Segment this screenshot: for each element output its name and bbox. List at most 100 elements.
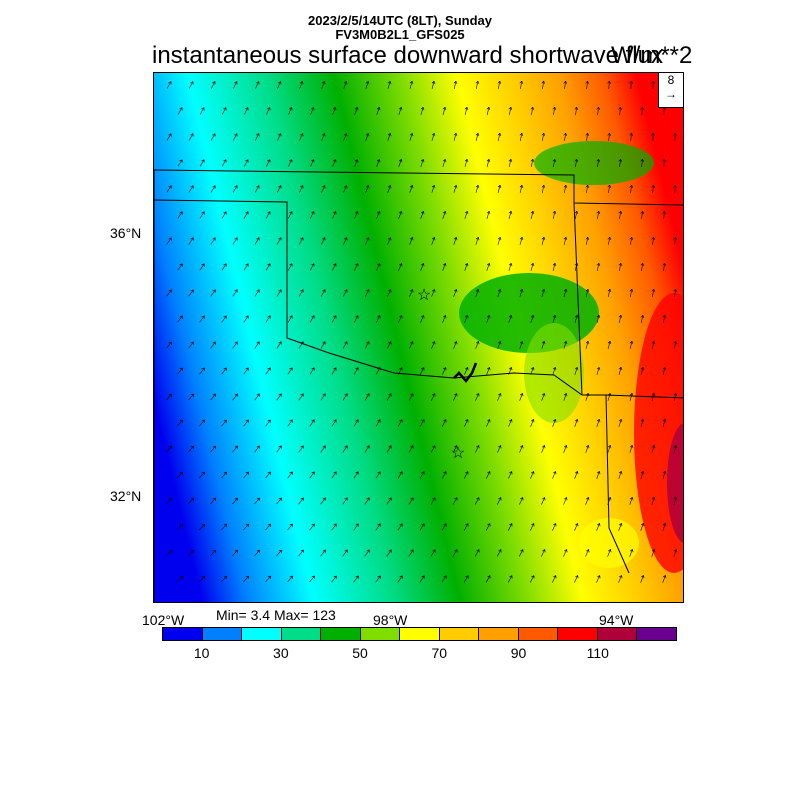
cloud-region — [524, 323, 584, 423]
wind-arrow — [376, 263, 381, 271]
wind-arrow — [353, 575, 359, 583]
colorbar-swatch — [558, 628, 598, 640]
wind-arrow — [563, 288, 568, 297]
wind-arrow — [398, 106, 403, 115]
wind-arrow — [210, 289, 216, 297]
wind-arrow — [453, 80, 458, 89]
wind-arrow — [508, 106, 513, 115]
wind-arrow — [177, 419, 184, 427]
wind-arrow — [166, 341, 172, 349]
wind-arrow — [320, 549, 326, 557]
wind-arrow — [254, 341, 260, 349]
wind-arrow — [276, 237, 282, 245]
wind-arrow — [354, 159, 359, 167]
wind-arrow — [353, 367, 359, 375]
wind-arrow — [596, 418, 601, 427]
wind-arrow — [188, 133, 194, 141]
wind-arrow — [486, 262, 491, 271]
colorbar-swatch — [242, 628, 282, 640]
wind-arrow — [662, 314, 667, 323]
wind-arrow — [431, 289, 436, 297]
wind-arrow — [563, 132, 568, 141]
wind-arrow — [408, 549, 414, 557]
wind-arrow — [442, 263, 447, 271]
wind-arrow — [188, 185, 194, 193]
wind-arrow — [243, 263, 249, 271]
wind-arrow — [387, 289, 392, 297]
wind-arrow — [419, 471, 425, 479]
wind-arrow — [441, 575, 447, 583]
wind-arrow — [552, 523, 557, 531]
wind-arrow — [673, 392, 678, 401]
wind-arrow — [486, 367, 491, 375]
wind-arrow — [288, 107, 293, 115]
wind-arrow — [409, 132, 414, 141]
wind-arrow — [298, 497, 304, 505]
wind-arrow — [166, 393, 173, 401]
wind-arrow — [442, 106, 447, 115]
wind-arrow — [331, 367, 337, 375]
wind-arrow — [298, 289, 304, 297]
wind-arrow — [210, 341, 216, 349]
wind-arrow — [353, 419, 359, 427]
wind-arrow — [607, 184, 612, 193]
wind-arrow — [518, 549, 524, 557]
wind-arrow — [629, 236, 634, 245]
cloud-region — [459, 273, 599, 353]
wind-arrow — [519, 497, 524, 505]
wind-arrow — [640, 470, 645, 479]
wind-arrow — [375, 575, 381, 583]
wind-arrow — [530, 210, 535, 219]
lon-label-98w: 98°W — [373, 612, 408, 628]
wind-arrow — [331, 523, 337, 531]
wind-arrow — [176, 576, 184, 582]
wind-arrow — [464, 210, 469, 219]
wind-arrow — [210, 445, 216, 453]
wind-arrow — [232, 289, 238, 297]
wind-arrow — [497, 497, 502, 505]
wind-arrow — [276, 341, 282, 349]
wind-arrow — [199, 159, 205, 167]
wind-arrow — [210, 185, 216, 193]
lon-label-102w: 102°W — [142, 612, 185, 628]
reference-vector-arrow: → — [665, 87, 677, 101]
wind-arrow — [420, 211, 425, 219]
wind-arrow — [210, 549, 217, 557]
colorbar-label: 110 — [586, 645, 609, 661]
wind-arrow — [640, 262, 645, 271]
wind-arrow — [233, 81, 238, 89]
wind-arrow — [375, 419, 381, 427]
wind-arrow — [530, 523, 535, 531]
wind-arrow — [354, 211, 359, 219]
wind-arrow — [508, 471, 513, 479]
wind-arrow — [475, 236, 480, 245]
wind-arrow — [276, 185, 282, 193]
wind-arrow — [618, 470, 623, 479]
wind-arrow — [408, 497, 414, 505]
wind-arrow — [375, 523, 381, 531]
wind-arrow — [607, 444, 612, 453]
wind-arrow — [298, 549, 304, 557]
colorbar-swatch — [637, 628, 676, 640]
wind-arrow — [386, 445, 392, 453]
wind-arrow — [585, 445, 590, 453]
wind-arrow — [651, 132, 655, 142]
wind-arrow — [541, 236, 546, 245]
wind-arrow — [254, 497, 260, 505]
wind-arrow — [188, 497, 195, 505]
wind-arrow — [387, 185, 392, 193]
map-title: instantaneous surface downward shortwave… — [152, 42, 663, 69]
wind-arrow — [441, 523, 447, 531]
wind-arrow — [552, 262, 557, 271]
wind-arrow — [607, 236, 612, 245]
wind-arrow — [420, 315, 425, 323]
wind-arrow — [265, 263, 271, 271]
wind-arrow — [474, 549, 480, 557]
wind-arrow — [277, 133, 282, 141]
wind-arrow — [364, 497, 370, 505]
wind-arrow — [165, 549, 173, 556]
wind-arrow — [486, 315, 491, 323]
wind-arrow — [342, 289, 348, 297]
wind-arrow — [430, 497, 436, 505]
wind-arrow — [365, 237, 370, 245]
